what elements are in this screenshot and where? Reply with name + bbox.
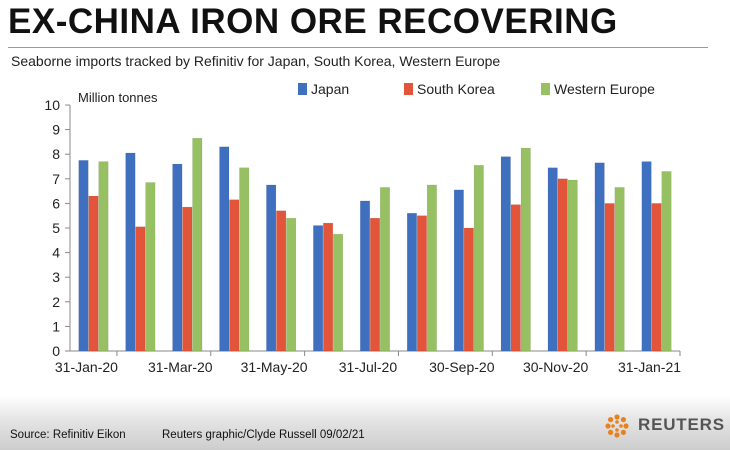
bar-western-europe: [239, 167, 250, 352]
x-tick-label: 30-Nov-20: [523, 359, 589, 375]
legend-label: Western Europe: [554, 81, 655, 97]
bar-western-europe: [567, 179, 578, 352]
bar-south-korea: [604, 203, 615, 352]
bar-western-europe: [426, 184, 437, 352]
bar-south-korea: [510, 204, 521, 352]
bar-japan: [172, 163, 183, 352]
bar-south-korea: [88, 195, 99, 352]
bar-western-europe: [661, 171, 672, 352]
bar-south-korea: [651, 203, 662, 352]
y-tick-label: 8: [52, 146, 60, 162]
y-tick-label: 2: [52, 294, 60, 310]
y-tick-label: 1: [52, 318, 60, 334]
bar-japan: [453, 189, 464, 352]
y-tick-label: 9: [52, 122, 60, 138]
bar-south-korea: [276, 210, 287, 352]
reuters-logo-icon: [605, 414, 629, 438]
bar-south-korea: [370, 217, 380, 352]
x-tick-label: 31-Jan-20: [55, 359, 118, 375]
bar-south-korea: [416, 215, 427, 352]
bar-japan: [500, 156, 511, 352]
bar-western-europe: [98, 161, 109, 352]
y-tick-label: 4: [52, 245, 60, 261]
y-tick-label: 3: [52, 269, 60, 285]
bar-western-europe: [333, 233, 344, 352]
bar-japan: [406, 212, 417, 352]
bar-japan: [266, 184, 277, 352]
y-tick-label: 0: [52, 343, 60, 359]
x-tick-label: 30-Sep-20: [429, 359, 495, 375]
title-rule: [8, 47, 708, 48]
bar-western-europe: [145, 182, 156, 352]
bar-japan: [360, 200, 371, 352]
chart-title: EX-CHINA IRON ORE RECOVERING: [8, 2, 618, 41]
bar-western-europe: [379, 187, 390, 352]
y-tick-label: 10: [44, 97, 60, 113]
bar-chart: 0 1 2 3 4 5 6 7 8 9 10 Million tonnes 31-Jan-20 31-Ma…: [44, 81, 681, 375]
credit-note: Reuters graphic/Clyde Russell 09/02/21: [162, 429, 365, 441]
bar-south-korea: [229, 199, 240, 352]
source-note: Source: Refinitiv Eikon: [10, 429, 126, 441]
y-tick-label: 6: [52, 195, 60, 211]
x-tick-label: 31-Mar-20: [148, 359, 213, 375]
bar-japan: [78, 160, 89, 352]
y-tick-label: 7: [52, 171, 60, 187]
y-axis-label: Million tonnes: [78, 90, 158, 105]
bar-south-korea: [182, 206, 193, 352]
bar-south-korea: [323, 222, 334, 352]
legend-label: South Korea: [417, 81, 495, 97]
bar-japan: [641, 161, 652, 352]
x-tick-label: 31-Jan-21: [618, 359, 681, 375]
bar-south-korea: [463, 227, 474, 352]
bar-south-korea: [135, 226, 146, 352]
legend-swatch: [404, 83, 413, 95]
bar-japan: [313, 225, 324, 352]
chart-subtitle: Seaborne imports tracked by Refinitiv fo…: [11, 53, 501, 69]
x-tick-label: 31-May-20: [241, 359, 308, 375]
legend-label: Japan: [311, 81, 349, 97]
reuters-wordmark: REUTERS: [638, 415, 725, 434]
bar-western-europe: [473, 165, 484, 352]
bar-western-europe: [614, 187, 625, 352]
bar-south-korea: [557, 178, 568, 352]
bar-japan: [547, 167, 558, 352]
y-tick-label: 5: [52, 220, 60, 236]
bar-western-europe: [520, 147, 531, 352]
bar-japan: [125, 152, 136, 352]
footer-bar: Source: Refinitiv Eikon Reuters graphic/…: [0, 396, 730, 450]
x-tick-label: 31-Jul-20: [339, 359, 398, 375]
bar-japan: [594, 162, 605, 352]
bar-western-europe: [286, 217, 297, 352]
bar-western-europe: [192, 137, 203, 352]
bar-japan: [219, 146, 230, 352]
legend-swatch: [541, 83, 550, 95]
legend-swatch: [298, 83, 307, 95]
